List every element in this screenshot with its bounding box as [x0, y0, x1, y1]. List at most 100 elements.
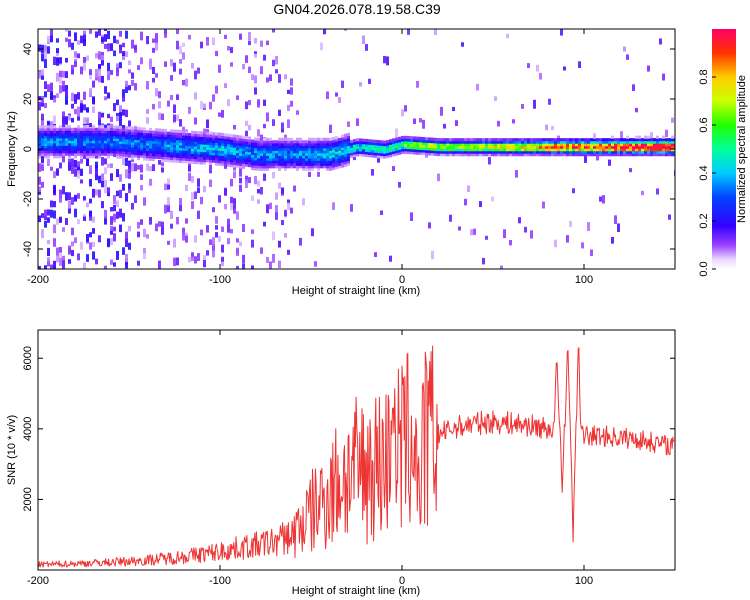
heatmap-cell [455, 153, 458, 157]
heatmap-cell [134, 154, 137, 158]
heatmap-cell [587, 145, 590, 149]
heatmap-cell [656, 188, 659, 195]
heatmap-cell [218, 112, 221, 117]
heatmap-cell [221, 132, 224, 136]
heatmap-cell [596, 138, 599, 142]
heatmap-cell [278, 140, 281, 144]
heatmap-cell [224, 145, 227, 149]
heatmap-cell [128, 189, 131, 194]
heatmap-cell [389, 139, 392, 143]
heatmap-cell [41, 127, 44, 131]
heatmap-cell [104, 150, 107, 154]
heatmap-cell [149, 142, 152, 146]
heatmap-cell [119, 133, 122, 137]
heatmap-cell [545, 138, 548, 142]
spectrum-x-axis-label: Height of straight line (km) [292, 285, 420, 297]
heatmap-cell [563, 138, 566, 142]
heatmap-cell [188, 153, 191, 157]
heatmap-cell [671, 117, 674, 123]
heatmap-cell [164, 131, 167, 135]
heatmap-cell [257, 155, 260, 159]
heatmap-cell [191, 138, 194, 142]
heatmap-cell [68, 140, 71, 144]
heatmap-cell [176, 132, 179, 136]
heatmap-cell [38, 132, 41, 136]
heatmap-cell [536, 145, 539, 149]
heatmap-cell [215, 139, 218, 144]
heatmap-cell [95, 152, 98, 156]
heatmap-cell [317, 137, 320, 141]
heatmap-cell [236, 238, 239, 243]
heatmap-cell [374, 147, 377, 151]
heatmap-cell [74, 152, 77, 156]
heatmap-cell [176, 216, 179, 225]
heatmap-cell [383, 143, 386, 147]
heatmap-cell [320, 165, 323, 169]
heatmap-cell [122, 128, 125, 132]
heatmap-cell [161, 146, 164, 150]
heatmap-cell [56, 155, 59, 159]
heatmap-cell [404, 138, 407, 142]
heatmap-cell [113, 204, 116, 212]
heatmap-cell [290, 152, 293, 156]
heatmap-cell [80, 241, 83, 250]
heatmap-cell [422, 142, 425, 146]
heatmap-cell [167, 146, 170, 150]
heatmap-cell [101, 75, 104, 83]
heatmap-cell [659, 153, 662, 157]
heatmap-cell [398, 149, 401, 153]
heatmap-cell [371, 169, 374, 176]
heatmap-cell [143, 139, 146, 144]
heatmap-cell [44, 142, 47, 146]
heatmap-cell [629, 143, 632, 147]
heatmap-cell [662, 148, 665, 152]
heatmap-cell [173, 132, 176, 136]
heatmap-cell [539, 150, 542, 154]
heatmap-cell [179, 129, 182, 134]
heatmap-cell [107, 71, 110, 81]
heatmap-cell [662, 138, 665, 142]
heatmap-cell [80, 103, 83, 112]
heatmap-cell [230, 178, 233, 187]
heatmap-cell [494, 148, 497, 152]
heatmap-cell [287, 142, 290, 146]
heatmap-cell [53, 260, 56, 269]
heatmap-cell [41, 69, 44, 76]
heatmap-cell [293, 145, 296, 149]
heatmap-cell [230, 228, 233, 234]
heatmap-cell [209, 156, 212, 161]
heatmap-cell [560, 153, 563, 157]
heatmap-cell [356, 143, 359, 147]
heatmap-cell [236, 134, 239, 139]
heatmap-cell [53, 171, 56, 179]
heatmap-cell [101, 201, 104, 209]
heatmap-cell [152, 138, 155, 142]
heatmap-cell [347, 135, 350, 139]
heatmap-cell [203, 259, 206, 268]
heatmap-cell [278, 240, 281, 248]
heatmap-cell [272, 165, 275, 169]
heatmap-cell [215, 225, 218, 230]
heatmap-cell [629, 140, 632, 144]
heatmap-cell [239, 162, 242, 166]
heatmap-cell [437, 143, 440, 147]
heatmap-cell [392, 166, 395, 171]
heatmap-cell [227, 133, 230, 137]
heatmap-cell [317, 152, 320, 156]
heatmap-cell [56, 135, 59, 139]
heatmap-cell [635, 140, 638, 144]
heatmap-cell [125, 109, 128, 118]
heatmap-cell [524, 153, 527, 157]
heatmap-cell [527, 145, 530, 149]
heatmap-cell [116, 70, 119, 77]
heatmap-cell [260, 140, 263, 144]
heatmap-cell [104, 158, 107, 165]
heatmap-cell [47, 259, 50, 267]
heatmap-cell [494, 145, 497, 149]
heatmap-cell [113, 226, 116, 232]
heatmap-cell [275, 157, 278, 161]
heatmap-cell [119, 150, 122, 154]
heatmap-cell [194, 138, 197, 142]
heatmap-cell [173, 238, 176, 248]
heatmap-cell [200, 153, 203, 157]
